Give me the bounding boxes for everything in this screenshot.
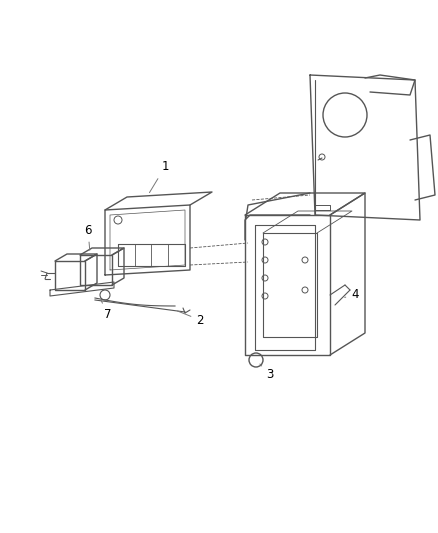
Text: 6: 6 bbox=[84, 223, 92, 250]
Text: 3: 3 bbox=[259, 364, 273, 382]
Text: 7: 7 bbox=[101, 301, 112, 321]
Text: 1: 1 bbox=[149, 160, 168, 192]
Text: 2: 2 bbox=[177, 311, 203, 327]
Text: 4: 4 bbox=[344, 288, 358, 302]
